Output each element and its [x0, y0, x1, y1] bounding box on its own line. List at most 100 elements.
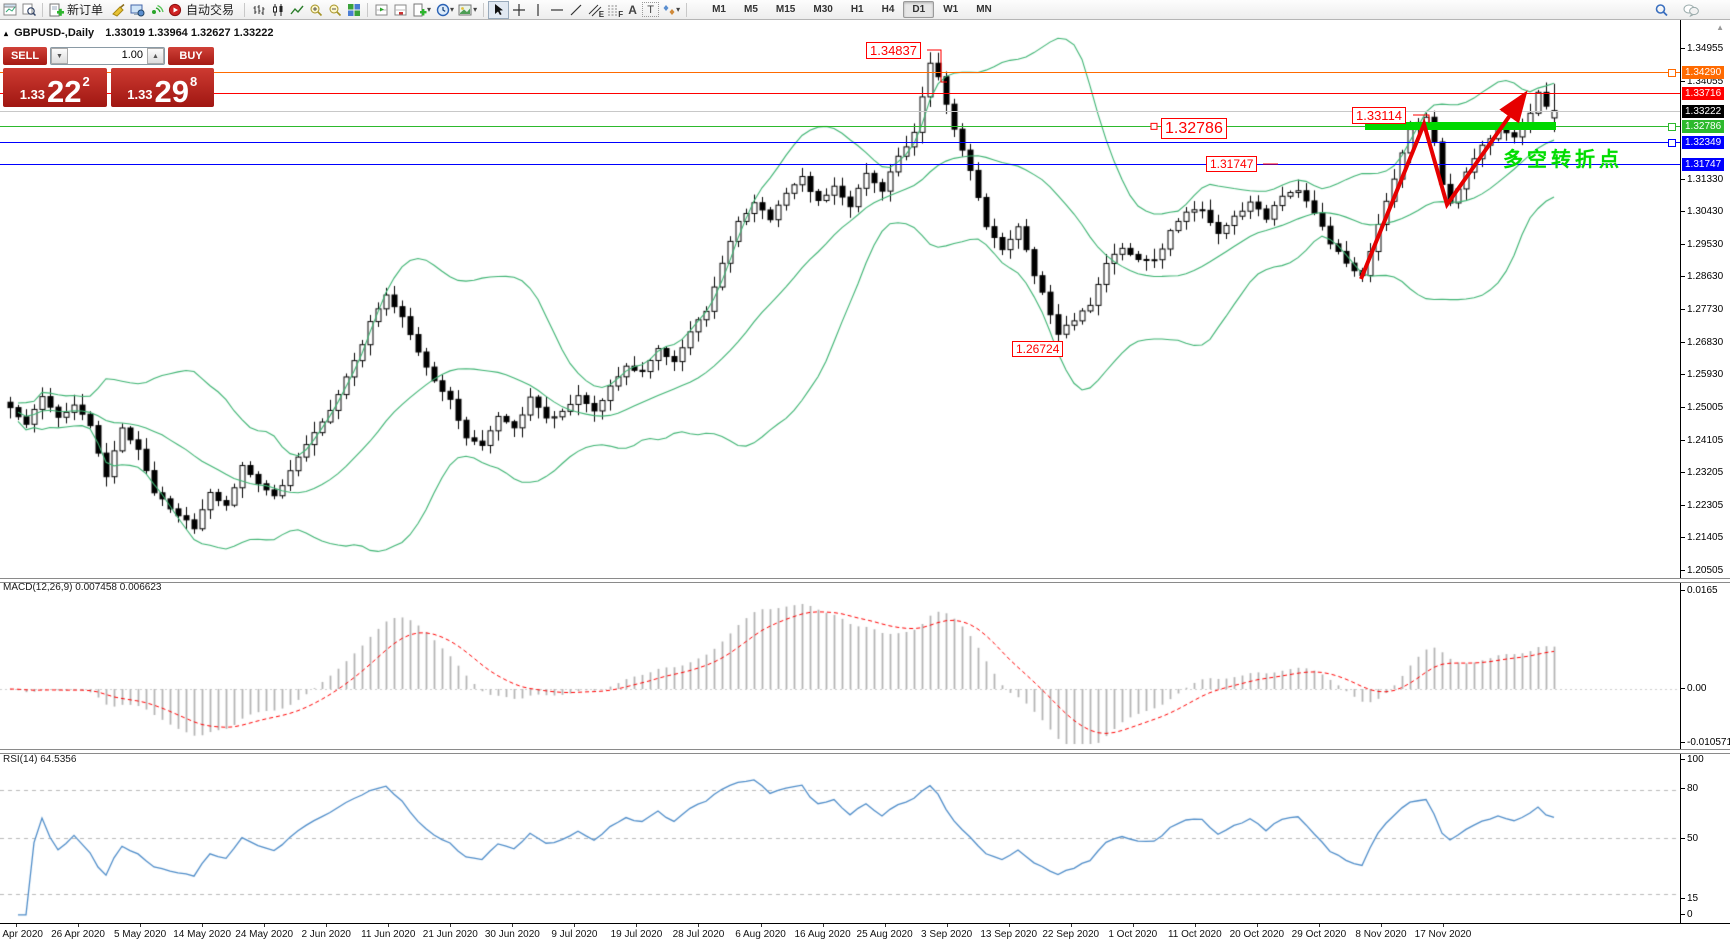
pane-separator[interactable]: [0, 749, 1730, 754]
text-icon[interactable]: A: [623, 2, 642, 18]
date-tick: [140, 924, 142, 927]
price-label-box[interactable]: 1.32786: [1161, 118, 1227, 139]
line-anchor-marker[interactable]: [1668, 69, 1676, 78]
dropdown-caret[interactable]: ▾: [473, 5, 478, 14]
timeframe-d1[interactable]: D1: [903, 1, 935, 18]
buy-price-display[interactable]: 1.33 29 8: [110, 68, 214, 109]
horizontal-price-line[interactable]: [0, 126, 1680, 128]
date-tick: [822, 924, 824, 927]
date-tick: [1443, 924, 1444, 927]
timeframe-m30[interactable]: M30: [813, 4, 833, 15]
zoom-out-icon[interactable]: [325, 2, 344, 18]
trendline-icon[interactable]: [566, 2, 585, 18]
pane-separator[interactable]: [0, 578, 1730, 583]
date-tick: [388, 924, 390, 927]
price-tick-label: 1.26830: [1680, 336, 1724, 348]
horizontal-line-icon[interactable]: [547, 2, 566, 18]
macd-pane-canvas[interactable]: [0, 581, 1680, 747]
sell-price-display[interactable]: 1.33 22 2: [3, 68, 107, 107]
candlestick-chart-icon[interactable]: [268, 2, 287, 18]
chart-scroll-up-icon[interactable]: ▲: [1716, 23, 1724, 32]
line-chart-icon[interactable]: [287, 2, 306, 18]
charts-window-icon[interactable]: [0, 2, 19, 18]
preview-icon[interactable]: [19, 2, 38, 18]
volume-decrease-button[interactable]: ▼: [51, 48, 68, 64]
date-tick: [202, 924, 204, 927]
date-tick-label: 17 Nov 2020: [1414, 929, 1472, 940]
signal-icon[interactable]: [147, 2, 166, 18]
label-icon[interactable]: T: [642, 2, 660, 17]
date-tick: [946, 924, 948, 927]
autotrading-icon[interactable]: [166, 2, 185, 18]
rsi-pane-canvas[interactable]: [0, 752, 1680, 922]
dropdown-caret[interactable]: ▾: [427, 5, 432, 14]
new-order-icon[interactable]: [47, 2, 66, 18]
add-indicator-icon[interactable]: [410, 2, 429, 18]
channel-icon[interactable]: E: [585, 2, 604, 19]
crosshair-icon[interactable]: [509, 2, 528, 18]
horizontal-price-line[interactable]: [0, 110, 1680, 112]
zoom-in-icon[interactable]: [306, 2, 325, 18]
date-tick: [1318, 924, 1320, 927]
turning-point-annotation[interactable]: 多空转折点: [1503, 149, 1623, 171]
rsi-label: RSI(14) 64.5356: [3, 754, 77, 765]
main-chart-canvas[interactable]: [0, 20, 1680, 580]
dropdown-caret[interactable]: ▾: [450, 5, 455, 14]
timeframe-m15[interactable]: M15: [775, 4, 796, 15]
timeframe-h1[interactable]: H1: [850, 4, 864, 15]
price-label-box[interactable]: 1.34837: [866, 42, 921, 59]
shapes-icon[interactable]: [659, 2, 678, 18]
volume-value[interactable]: 1.00: [121, 49, 143, 61]
price-label-box[interactable]: 1.33114: [1352, 107, 1407, 124]
date-tick-label: 6 Aug 2020: [735, 929, 786, 940]
cursor-icon[interactable]: [488, 0, 510, 19]
periods-clock-icon[interactable]: [433, 2, 452, 18]
timeframe-m5[interactable]: M5: [744, 4, 758, 15]
date-tick-label: 2 Jun 2020: [301, 929, 351, 940]
buy-button[interactable]: BUY: [168, 47, 214, 65]
timeframe-w1[interactable]: W1: [943, 4, 959, 15]
search-icon[interactable]: [1652, 2, 1671, 18]
horizontal-price-line[interactable]: [0, 72, 1680, 74]
dropdown-caret[interactable]: ▾: [676, 5, 681, 14]
volume-increase-button[interactable]: ▲: [147, 48, 164, 64]
line-anchor-marker[interactable]: [1668, 123, 1676, 132]
fibonacci-icon[interactable]: F: [604, 2, 624, 19]
horizontal-price-line[interactable]: [0, 142, 1680, 144]
price-label-box[interactable]: 1.31747: [1206, 156, 1258, 172]
horizontal-price-line[interactable]: [0, 92, 1680, 94]
chat-icon[interactable]: [1681, 2, 1700, 18]
sell-price-prefix: 1.33: [19, 87, 46, 102]
price-tick-label: 1.29530: [1680, 238, 1724, 250]
price-badge: 1.33716: [1682, 86, 1725, 100]
buy-price-pips: 29: [154, 73, 190, 109]
profile-stop-icon[interactable]: [391, 2, 410, 18]
price-badge: 1.31747: [1682, 157, 1725, 171]
toolbar-separator: [42, 2, 43, 17]
timeframe-m1[interactable]: M1: [712, 4, 726, 15]
template-icon[interactable]: [456, 2, 475, 18]
timeframe-h4[interactable]: H4: [881, 4, 895, 15]
price-axis[interactable]: 1.34955 1.34055 1.31330 1.30430 1.29530 1.286…: [1680, 20, 1730, 923]
autotrading-label[interactable]: 自动交易: [186, 3, 235, 17]
profile-run-icon[interactable]: [372, 2, 391, 18]
horizontal-price-line[interactable]: [0, 163, 1680, 165]
terminal-icon[interactable]: [128, 2, 147, 18]
fibonacci-glyph: F: [618, 9, 624, 19]
vertical-line-icon[interactable]: [528, 2, 547, 18]
broom-icon[interactable]: [109, 2, 128, 18]
bar-chart-icon[interactable]: [249, 2, 268, 18]
date-tick: [78, 924, 80, 927]
tile-windows-icon[interactable]: [344, 2, 363, 18]
price-tick-label: 1.27730: [1680, 304, 1724, 315]
date-tick-label: 11 Oct 2020: [1167, 929, 1222, 940]
line-anchor-marker[interactable]: [1668, 139, 1676, 148]
buy-price-prefix: 1.33: [127, 87, 153, 102]
date-axis[interactable]: 16 Apr 2020 26 Apr 2020 5 May 2020 14 May 2…: [0, 923, 1730, 944]
timeframe-mn[interactable]: MN: [976, 4, 992, 15]
date-tick-label: 28 Jul 2020: [672, 929, 725, 940]
new-order-label[interactable]: 新订单: [67, 3, 104, 17]
sell-button[interactable]: SELL: [3, 47, 47, 65]
price-label-box[interactable]: 1.26724: [1012, 341, 1064, 357]
